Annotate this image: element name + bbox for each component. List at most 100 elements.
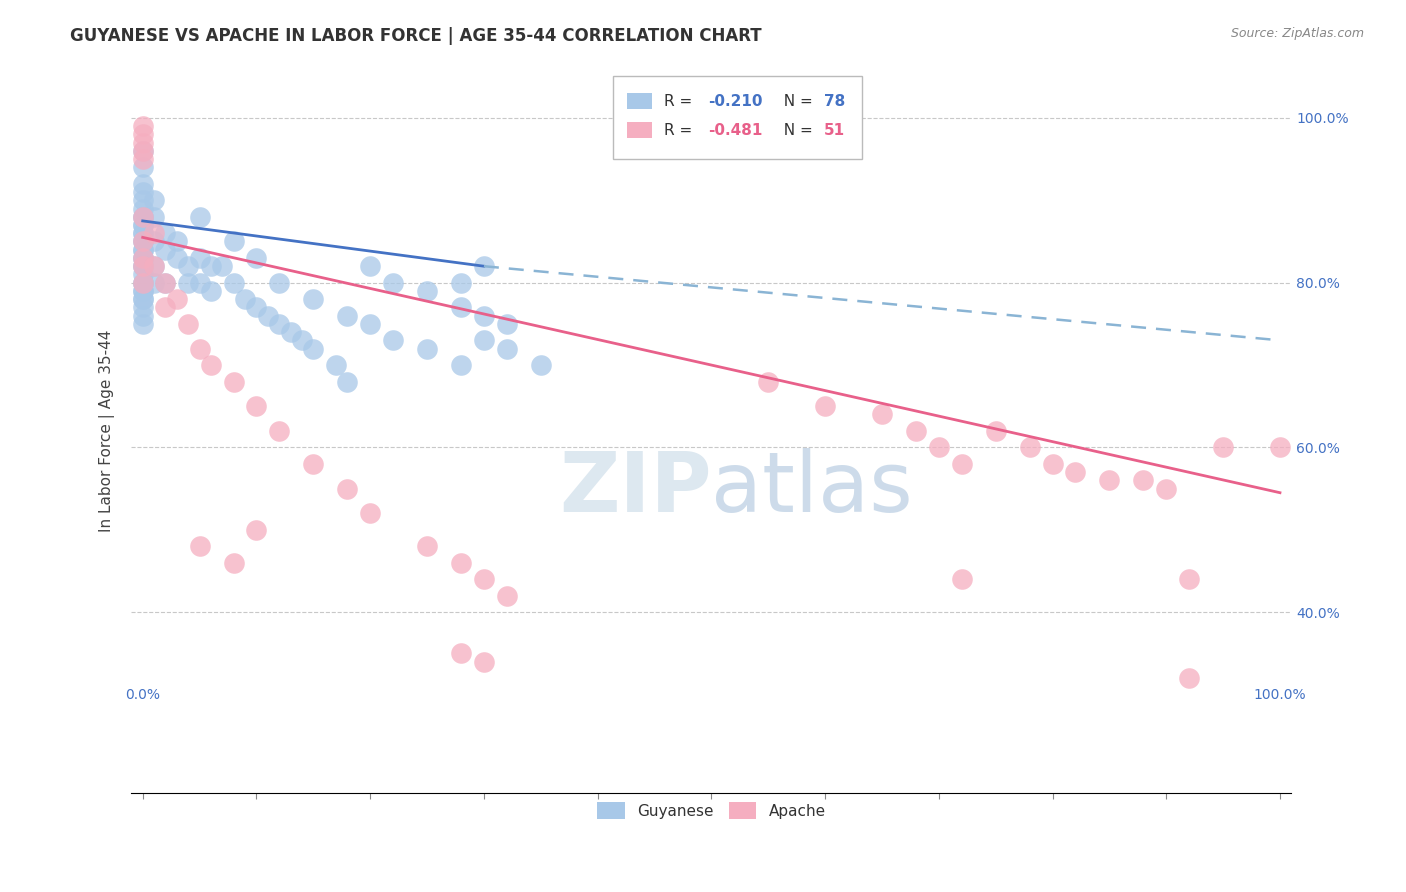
Point: [245, 399, 267, 413]
Point: [1098, 474, 1121, 488]
Point: [177, 276, 200, 290]
Point: [450, 276, 472, 290]
Point: [131, 218, 153, 232]
Point: [177, 317, 200, 331]
Point: [131, 235, 153, 249]
Point: [188, 251, 211, 265]
Point: [291, 334, 314, 348]
Point: [472, 334, 495, 348]
Point: [245, 523, 267, 537]
Point: [131, 251, 153, 265]
Point: [233, 292, 256, 306]
Point: [222, 556, 245, 570]
Point: [381, 276, 404, 290]
Point: [131, 259, 153, 273]
Point: [814, 399, 837, 413]
Point: [1132, 474, 1154, 488]
Point: [336, 375, 359, 389]
Text: Source: ZipAtlas.com: Source: ZipAtlas.com: [1230, 27, 1364, 40]
Text: GUYANESE VS APACHE IN LABOR FORCE | AGE 35-44 CORRELATION CHART: GUYANESE VS APACHE IN LABOR FORCE | AGE …: [70, 27, 762, 45]
Point: [222, 375, 245, 389]
Point: [416, 539, 439, 553]
Point: [131, 317, 153, 331]
Point: [131, 177, 153, 191]
Point: [131, 210, 153, 224]
Point: [131, 144, 153, 158]
Point: [984, 424, 1007, 438]
Point: [1018, 441, 1040, 455]
Point: [131, 309, 153, 323]
Text: ZIP: ZIP: [558, 449, 711, 530]
Text: -0.481: -0.481: [707, 122, 762, 137]
Point: [416, 284, 439, 298]
Point: [1268, 441, 1291, 455]
Point: [131, 119, 153, 133]
Point: [177, 259, 200, 273]
Point: [325, 358, 347, 372]
Text: 100.0%: 100.0%: [1254, 689, 1306, 702]
Point: [143, 194, 166, 208]
FancyBboxPatch shape: [627, 93, 652, 109]
Y-axis label: In Labor Force | Age 35-44: In Labor Force | Age 35-44: [100, 330, 115, 533]
Point: [1154, 482, 1177, 496]
Point: [166, 235, 188, 249]
Point: [472, 309, 495, 323]
Point: [131, 144, 153, 158]
Point: [381, 334, 404, 348]
Point: [131, 128, 153, 142]
Point: [131, 268, 153, 282]
Point: [131, 251, 153, 265]
Point: [155, 243, 177, 257]
Point: [1178, 572, 1201, 586]
Point: [143, 235, 166, 249]
Point: [143, 210, 166, 224]
Point: [472, 259, 495, 273]
Point: [188, 276, 211, 290]
Point: [131, 284, 153, 298]
Point: [131, 259, 153, 273]
Point: [222, 276, 245, 290]
Point: [131, 194, 153, 208]
Point: [530, 358, 553, 372]
Point: [222, 235, 245, 249]
Point: [472, 655, 495, 669]
Point: [131, 243, 153, 257]
Point: [131, 292, 153, 306]
Point: [905, 424, 928, 438]
Point: [245, 301, 267, 315]
Point: [928, 441, 950, 455]
Point: [143, 276, 166, 290]
Point: [416, 342, 439, 356]
Point: [950, 572, 973, 586]
Point: [269, 276, 291, 290]
Point: [131, 243, 153, 257]
Point: [131, 284, 153, 298]
Point: [450, 301, 472, 315]
Point: [131, 235, 153, 249]
Point: [131, 218, 153, 232]
Text: 51: 51: [824, 122, 845, 137]
Point: [143, 259, 166, 273]
Point: [269, 424, 291, 438]
Point: [200, 358, 222, 372]
Legend: Guyanese, Apache: Guyanese, Apache: [591, 796, 831, 826]
Text: R =: R =: [664, 94, 697, 109]
Point: [131, 235, 153, 249]
Point: [155, 226, 177, 240]
Point: [131, 152, 153, 166]
Point: [188, 539, 211, 553]
Text: 78: 78: [824, 94, 845, 109]
Point: [950, 457, 973, 471]
Point: [155, 276, 177, 290]
Point: [256, 309, 278, 323]
Text: 0.0%: 0.0%: [125, 689, 160, 702]
Point: [302, 292, 325, 306]
Point: [359, 317, 381, 331]
Point: [143, 226, 166, 240]
Point: [166, 251, 188, 265]
Point: [450, 358, 472, 372]
Point: [131, 276, 153, 290]
Point: [280, 325, 302, 339]
Point: [131, 301, 153, 315]
Point: [472, 572, 495, 586]
